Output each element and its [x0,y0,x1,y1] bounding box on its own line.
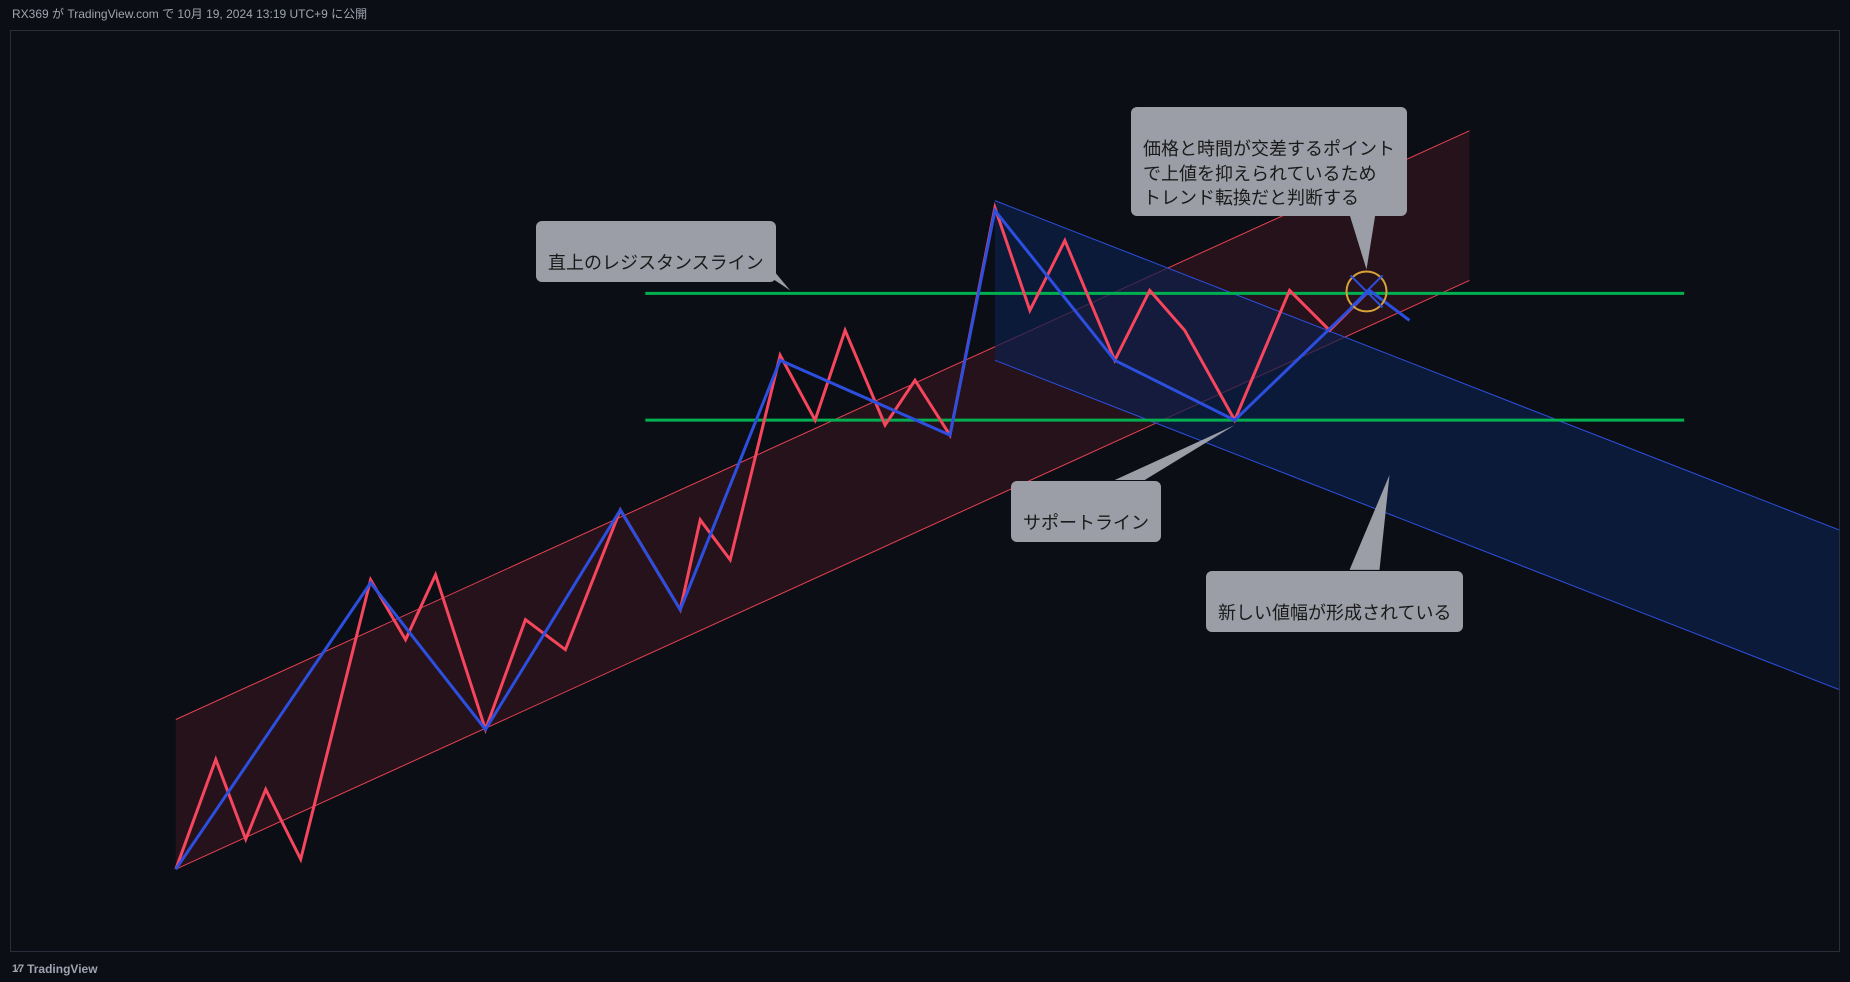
callout-text: 直上のレジスタンスライン [548,253,764,273]
tradingview-icon: 1⁄7 [12,963,23,975]
brand-text: TradingView [27,962,97,976]
callout-support: サポートライン [1011,481,1161,542]
callout-text: 価格と時間が交差するポイント で上値を抑えられているため トレンド転換だと判断す… [1143,139,1395,208]
bottom-bar: 1⁄7 TradingView [0,956,1850,982]
callout-new-range: 新しい値幅が形成されている [1206,571,1463,632]
callout-trend-reversal: 価格と時間が交差するポイント で上値を抑えられているため トレンド転換だと判断す… [1131,107,1407,216]
callout-resistance: 直上のレジスタンスライン [536,221,776,282]
publish-info: RX369 が TradingView.com で 10月 19, 2024 1… [12,5,367,22]
callout-text: 新しい値幅が形成されている [1218,603,1451,623]
chart-area[interactable]: 直上のレジスタンスライン 価格と時間が交差するポイント で上値を抑えられているた… [10,30,1840,952]
price-chart [11,31,1839,951]
callout-text: サポートライン [1023,513,1149,533]
top-bar: RX369 が TradingView.com で 10月 19, 2024 1… [0,0,1850,26]
